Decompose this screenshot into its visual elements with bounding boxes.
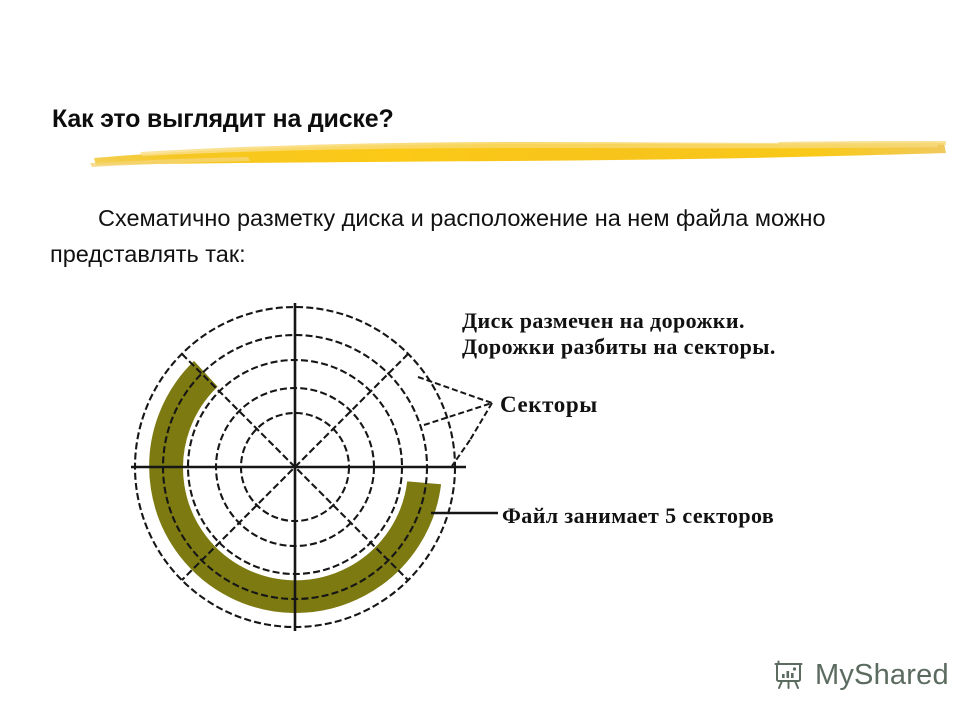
annotation-tracks-line1: Диск размечен на дорожки. — [462, 308, 745, 333]
watermark-brand-text: MyShared — [815, 658, 949, 691]
disk-schematic-diagram — [131, 303, 498, 631]
sector-divider-diag-135 — [181, 353, 409, 581]
sector-dividers — [131, 303, 466, 631]
sectors-leader-tail-1 — [469, 402, 493, 441]
page-title: Как это выглядит на диске? — [52, 105, 394, 133]
sectors-leader-lines — [417, 376, 493, 467]
annotation-tracks-line2: Дорожки разбиты на секторы. — [462, 334, 776, 359]
body-paragraph: Схематично разметку диска и расположение… — [50, 205, 826, 267]
sectors-leader-upper — [417, 376, 493, 404]
file-sectors-band — [149, 360, 442, 613]
title-underline-brushstroke — [90, 141, 946, 167]
sectors-leader-lower — [423, 402, 493, 426]
presentation-chart-icon — [774, 660, 803, 689]
annotation-file-label: Файл занимает 5 секторов — [502, 503, 775, 528]
annotation-sectors-label: Секторы — [500, 392, 598, 417]
watermark: MyShared — [772, 658, 949, 692]
sectors-leader-tail-2 — [451, 439, 471, 467]
